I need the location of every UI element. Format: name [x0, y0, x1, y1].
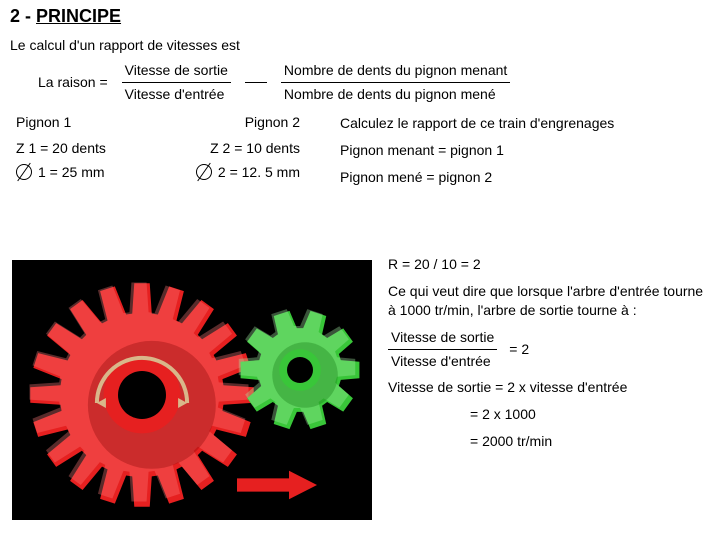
eq2: = 2 [507, 341, 531, 357]
diameter-icon [16, 164, 32, 180]
calc-intro: Calculez le rapport de ce train d'engren… [340, 114, 710, 133]
frac2-bot: Nombre de dents du pignon mené [281, 83, 510, 104]
pignon2-header: Pignon 2 [178, 114, 300, 130]
frac2-top: Nombre de dents du pignon menant [281, 61, 510, 83]
pignon1-header: Pignon 1 [16, 114, 138, 130]
pignon2-diameter: 2 = 12. 5 mm [178, 164, 300, 180]
pignon1-col: Pignon 1 Z 1 = 20 dents 1 = 25 mm [16, 114, 138, 188]
calc-block-bottom: R = 20 / 10 = 2 Ce qui veut dire que lor… [388, 255, 710, 459]
frac1-top: Vitesse de sortie [122, 61, 231, 83]
frac1-bot: Vitesse d'entrée [122, 83, 231, 104]
ratio: R = 20 / 10 = 2 [388, 255, 710, 274]
calc-block-top: Calculez le rapport de ce train d'engren… [340, 114, 710, 195]
diameter-icon [196, 164, 212, 180]
frac-result-row: Vitesse de sortie Vitesse d'entrée = 2 [388, 328, 710, 371]
section-title: 2 - PRINCIPE [10, 6, 710, 27]
subtitle: Le calcul d'un rapport de vitesses est [10, 37, 710, 53]
pignon1-teeth: Z 1 = 20 dents [16, 140, 138, 156]
title-prefix: 2 - [10, 6, 36, 26]
gear-svg [12, 260, 372, 520]
frac3-top: Vitesse de sortie [388, 328, 497, 350]
result2: = 2 x 1000 [470, 405, 710, 424]
title-main: PRINCIPE [36, 6, 121, 26]
fraction-vitesse-2: Vitesse de sortie Vitesse d'entrée [388, 328, 497, 371]
fraction-dents: Nombre de dents du pignon menant Nombre … [281, 61, 510, 104]
dash-divider [245, 82, 267, 83]
raison-label: La raison = [38, 74, 108, 90]
fraction-vitesse: Vitesse de sortie Vitesse d'entrée [122, 61, 231, 104]
mene: Pignon mené = pignon 2 [340, 168, 710, 187]
gear-diagram [12, 260, 372, 520]
result3: = 2000 tr/min [470, 432, 710, 451]
menant: Pignon menant = pignon 1 [340, 141, 710, 160]
pignon1-diameter: 1 = 25 mm [16, 164, 138, 180]
result1: Vitesse de sortie = 2 x vitesse d'entrée [388, 378, 710, 397]
pignon2-col: Pignon 2 Z 2 = 10 dents 2 = 12. 5 mm [178, 114, 300, 188]
formula-row: La raison = Vitesse de sortie Vitesse d'… [38, 61, 710, 104]
columns: Pignon 1 Z 1 = 20 dents 1 = 25 mm Pignon… [16, 114, 710, 195]
explain: Ce qui veut dire que lorsque l'arbre d'e… [388, 282, 710, 320]
frac3-bot: Vitesse d'entrée [388, 350, 497, 371]
pignon2-teeth: Z 2 = 10 dents [178, 140, 300, 156]
